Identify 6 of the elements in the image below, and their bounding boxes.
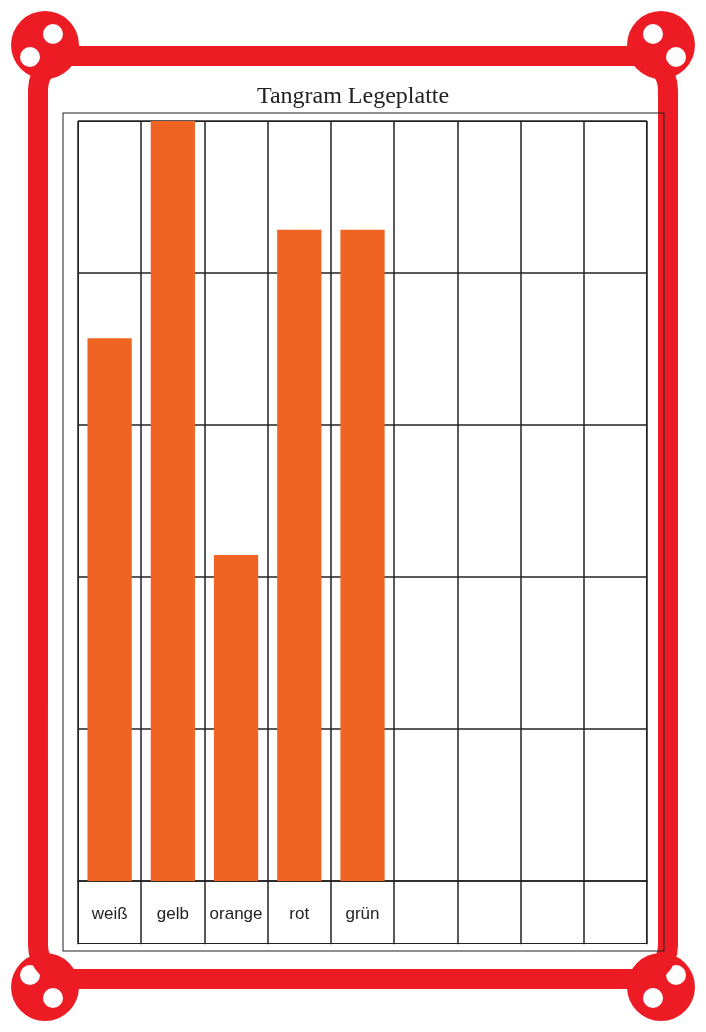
x-tick-label: orange — [209, 904, 263, 923]
x-tick-label: grün — [345, 904, 380, 923]
chart-title: Tangram Legeplatte — [256, 82, 450, 108]
x-tick-label: rot — [289, 904, 310, 923]
x-tick-label: gelb — [156, 904, 189, 923]
x-tick-label: weiß — [90, 904, 128, 923]
